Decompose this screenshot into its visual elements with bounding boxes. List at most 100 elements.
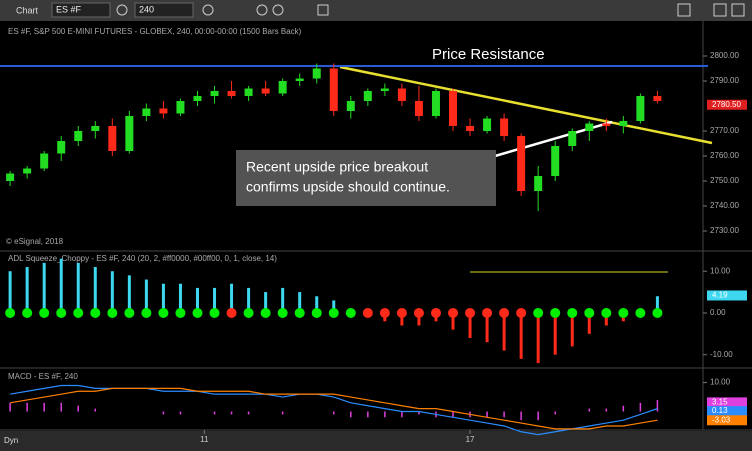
macd-bar: [213, 411, 216, 415]
histogram-bar: [59, 258, 63, 313]
candle-body: [23, 168, 32, 174]
candle-body: [108, 126, 117, 151]
macd-bar: [384, 411, 386, 418]
chart-header: ES #F, S&P 500 E-MINI FUTURES - GLOBEX, …: [8, 27, 302, 36]
macd-bar: [537, 411, 539, 421]
histogram-bar: [332, 300, 336, 313]
squeeze-dot: [277, 307, 288, 318]
histogram-bar: [655, 296, 659, 313]
histogram-bar: [298, 292, 302, 313]
symbol-box[interactable]: [51, 2, 111, 18]
squeeze-dot: [158, 307, 169, 318]
histogram-bar: [451, 312, 455, 330]
macd-bar: [418, 411, 420, 415]
macd-bar: [588, 408, 591, 412]
squeeze-dot: [584, 307, 595, 318]
histogram-bar: [281, 287, 285, 313]
icon[interactable]: [256, 4, 268, 16]
squeeze-dot: [516, 307, 527, 318]
candle-body: [636, 96, 645, 121]
macd-bar: [367, 411, 369, 418]
histogram-bar: [315, 296, 319, 313]
squeeze-dot: [209, 307, 220, 318]
icon[interactable]: [713, 3, 727, 17]
interval: 240: [139, 4, 154, 14]
candle-body: [653, 96, 662, 101]
squeeze-dot: [635, 307, 646, 318]
squeeze-dot: [413, 307, 424, 318]
macd-bar: [486, 411, 488, 418]
squeeze-dot: [499, 307, 510, 318]
value-tag: [707, 397, 747, 408]
trend-line: [339, 65, 713, 145]
indicator-title: ADL Squeeze_Choppy - ES #F, 240 (20, 2, …: [8, 254, 277, 263]
histogram-bar: [502, 312, 506, 351]
candle-body: [619, 121, 628, 126]
macd-bar: [179, 411, 182, 415]
candle-body: [363, 91, 372, 101]
squeeze-dot: [311, 307, 322, 318]
squeeze-dot: [73, 307, 84, 318]
candle-body: [517, 136, 526, 191]
histogram-bar: [604, 312, 608, 326]
window-title: Chart: [16, 5, 39, 15]
squeeze-dot: [294, 307, 305, 318]
candle-body: [414, 101, 423, 116]
squeeze-dot: [56, 307, 67, 318]
macd-bar: [26, 402, 28, 412]
candle-body: [91, 126, 100, 131]
histogram-bar: [93, 267, 97, 313]
y-tick-label: 2750.00: [710, 176, 739, 185]
macd-line: [10, 387, 658, 430]
value-tag-label: 2780.50: [712, 100, 741, 109]
histogram-bar: [76, 262, 80, 313]
annotation-box: [236, 150, 496, 206]
candle-body: [159, 108, 168, 114]
squeeze-dot: [533, 307, 544, 318]
value-tag-label: 4.19: [712, 291, 728, 300]
histogram-bar: [25, 267, 29, 313]
histogram-bar: [178, 283, 182, 313]
icon[interactable]: [317, 4, 329, 16]
squeeze-dot: [567, 307, 578, 318]
macd-bar: [230, 411, 233, 415]
interval-box[interactable]: [134, 2, 194, 18]
y-tick-label: 10.00: [710, 378, 731, 387]
squeeze-dot: [107, 307, 118, 318]
resistance-label: Price Resistance: [432, 46, 545, 63]
y-tick-label: 2740.00: [710, 201, 739, 210]
candle-body: [40, 153, 49, 169]
squeeze-dot: [226, 307, 237, 318]
squeeze-dot: [328, 307, 339, 318]
icon[interactable]: [272, 4, 284, 16]
annotation-line: Recent upside price breakout: [246, 159, 428, 175]
annotation-line: confirms upside should continue.: [246, 179, 450, 195]
squeeze-dot: [618, 307, 629, 318]
histogram-bar: [587, 312, 591, 334]
candle-body: [193, 96, 202, 101]
histogram-bar: [400, 312, 404, 326]
histogram-bar: [127, 275, 131, 313]
icon[interactable]: [731, 3, 745, 17]
candle-body: [74, 131, 83, 141]
candle-body: [57, 141, 66, 154]
y-tick-label: 2760.00: [710, 151, 739, 160]
icon[interactable]: [202, 4, 214, 16]
squeeze-dot: [192, 307, 203, 318]
squeeze-dot: [243, 307, 254, 318]
candle-body: [397, 88, 406, 101]
histogram-bar: [195, 287, 199, 313]
icon[interactable]: [116, 4, 128, 16]
squeeze-dot: [22, 307, 33, 318]
macd-bar: [281, 411, 284, 415]
icon[interactable]: [677, 3, 691, 17]
value-tag-label: 3.15: [712, 398, 728, 407]
squeeze-dot: [124, 307, 135, 318]
histogram-bar: [8, 271, 12, 313]
squeeze-dot: [550, 307, 561, 318]
histogram-bar: [570, 312, 574, 347]
candle-body: [551, 146, 560, 176]
